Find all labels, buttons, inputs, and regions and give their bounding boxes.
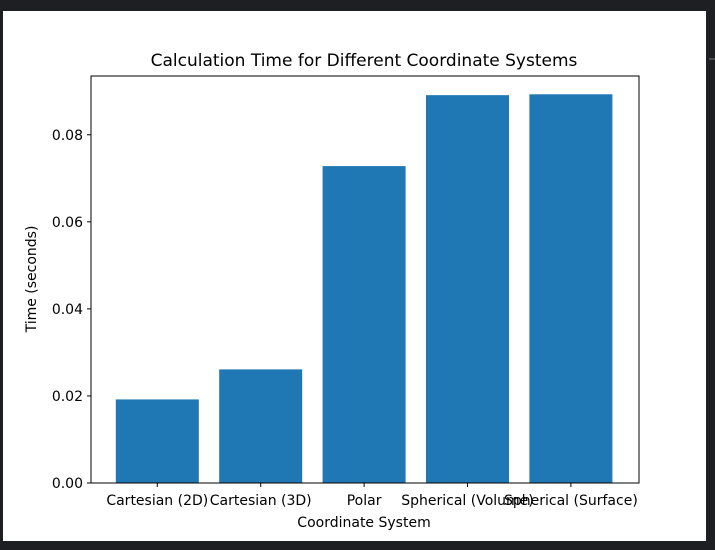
x-axis: Cartesian (2D) Cartesian (3D) Polar Spheric…: [106, 483, 638, 509]
bar-2: [219, 369, 303, 483]
bar-chart: Calculation Time for Different Coordinat…: [24, 51, 640, 531]
bars-group: [115, 94, 613, 484]
figure-canvas: Calculation Time for Different Coordinat…: [3, 11, 706, 541]
y-axis-label: Time (seconds): [24, 226, 40, 334]
x-tick-label-3: Polar: [347, 493, 382, 509]
x-tick-label-5: Spherical (Surface): [504, 493, 638, 509]
y-tick-label-5: 0.08: [52, 128, 83, 144]
window-edge-mark: [709, 58, 715, 60]
bar-3: [322, 166, 406, 483]
bar-5: [529, 94, 613, 484]
x-tick-label-4: Spherical (Volume): [401, 493, 534, 509]
bar-1: [115, 399, 199, 483]
y-tick-label-2: 0.02: [52, 389, 83, 405]
plot-frame: [90, 75, 640, 484]
x-tick-label-1: Cartesian (2D): [106, 493, 208, 509]
chart-title: Calculation Time for Different Coordinat…: [151, 51, 578, 71]
y-tick-label-3: 0.04: [52, 302, 83, 318]
y-axis: 0.00 0.02 0.04 0.06 0.08: [52, 128, 91, 492]
x-tick-label-2: Cartesian (3D): [210, 493, 312, 509]
y-tick-label-4: 0.06: [52, 215, 83, 231]
y-tick-label-1: 0.00: [52, 476, 83, 492]
bar-4: [426, 95, 509, 483]
x-axis-label: Coordinate System: [297, 515, 430, 531]
